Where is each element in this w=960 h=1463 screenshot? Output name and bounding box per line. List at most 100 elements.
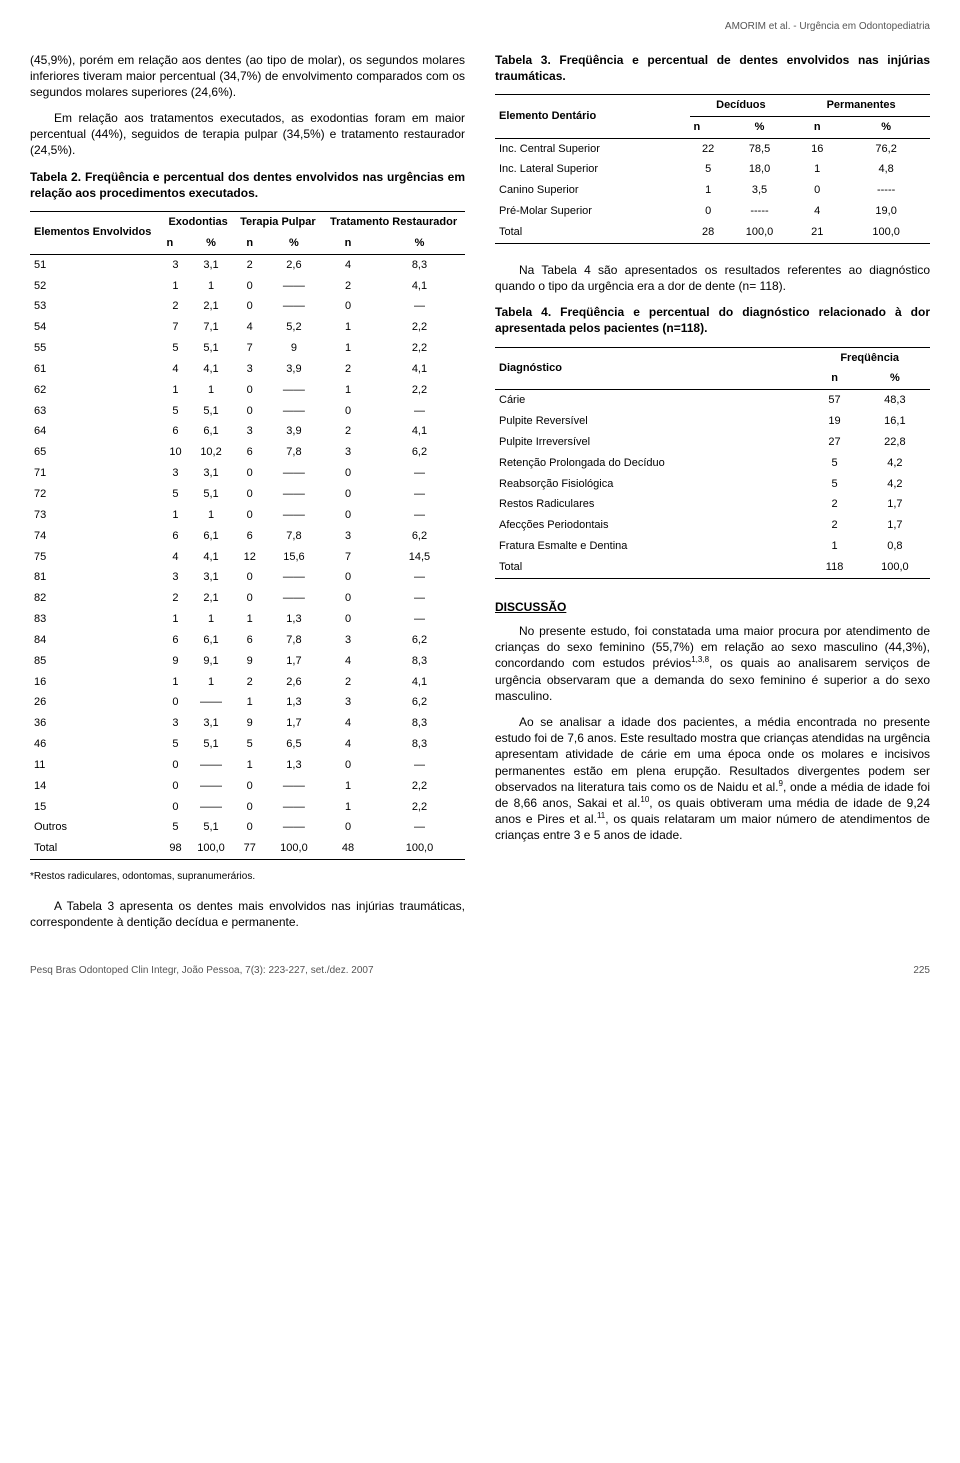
table-cell: 3	[163, 713, 189, 734]
table-cell: Total	[495, 557, 809, 578]
table-cell: 6	[234, 526, 266, 547]
table-row: 651010,267,836,2	[30, 442, 465, 463]
table-cell: 1	[163, 380, 189, 401]
table-cell: Afecções Periodontais	[495, 515, 809, 536]
table-cell: 6,2	[374, 442, 465, 463]
table-cell: 1,7	[266, 713, 322, 734]
table-cell: 14,5	[374, 547, 465, 568]
table-cell: 0	[322, 296, 374, 317]
t3-sub-n: n	[690, 116, 727, 138]
table-cell: 5	[163, 817, 189, 838]
table-cell: 62	[30, 380, 163, 401]
table-cell: 48	[322, 838, 374, 859]
table-cell: 3,9	[266, 421, 322, 442]
table-row: 7544,11215,6714,5	[30, 547, 465, 568]
table-row: 161122,624,1	[30, 672, 465, 693]
table-cell: ——	[266, 505, 322, 526]
table-cell: 19	[809, 411, 859, 432]
table-cell: 4	[163, 359, 189, 380]
table-cell: 83	[30, 609, 163, 630]
table-cell: 9	[234, 651, 266, 672]
table-cell: 8,3	[374, 713, 465, 734]
table-cell: 100,0	[860, 557, 930, 578]
table-cell: 16	[792, 138, 842, 159]
table-cell: 2	[163, 296, 189, 317]
table-cell: 63	[30, 401, 163, 422]
table-row: 62110——12,2	[30, 380, 465, 401]
table-cell: 15	[30, 797, 163, 818]
table-row: 4655,156,548,3	[30, 734, 465, 755]
table-cell: ——	[266, 588, 322, 609]
table-cell: 1	[188, 609, 233, 630]
t4-h2: Freqüência	[809, 347, 930, 368]
table-cell: 8,3	[374, 651, 465, 672]
table-cell: -----	[842, 180, 930, 201]
table-cell: 81	[30, 567, 163, 588]
table-cell: 1,3	[266, 692, 322, 713]
table-cell: Retenção Prolongada do Decíduo	[495, 453, 809, 474]
cite-4: 11	[597, 811, 605, 820]
table-cell: 0	[322, 401, 374, 422]
table-cell: 3,1	[188, 254, 233, 275]
table-cell: 6	[234, 630, 266, 651]
table-cell: 10	[163, 442, 189, 463]
table4: Diagnóstico Freqüência n % Cárie5748,3Pu…	[495, 347, 930, 579]
table-cell: 11	[30, 755, 163, 776]
table-cell: 6,5	[266, 734, 322, 755]
table-cell: 65	[30, 442, 163, 463]
table-cell: 3	[163, 567, 189, 588]
table-cell: 3	[234, 359, 266, 380]
table-cell: Pré-Molar Superior	[495, 201, 690, 222]
table-cell: 1,3	[266, 609, 322, 630]
table-cell: 4,1	[188, 359, 233, 380]
table-cell: 0	[322, 817, 374, 838]
table-cell: 0	[792, 180, 842, 201]
t2-sub-n: n	[322, 233, 374, 254]
table-cell: —	[374, 609, 465, 630]
table-cell: Restos Radiculares	[495, 494, 809, 515]
table-cell: 72	[30, 484, 163, 505]
table-cell: 1	[322, 317, 374, 338]
discussion-title: DISCUSSÃO	[495, 599, 930, 615]
table-cell: 1	[322, 797, 374, 818]
table-cell: 1	[163, 276, 189, 297]
table-cell: 36	[30, 713, 163, 734]
table-cell: 3	[322, 442, 374, 463]
table-cell: 1	[163, 505, 189, 526]
table-cell: ——	[266, 296, 322, 317]
table-cell: 0	[322, 755, 374, 776]
table-cell: 0	[322, 567, 374, 588]
table-cell: 0	[234, 817, 266, 838]
table-row: 831111,30—	[30, 609, 465, 630]
table-cell: 1	[322, 776, 374, 797]
table-cell: 5,1	[188, 734, 233, 755]
table-cell: 4	[322, 713, 374, 734]
table-cell: ——	[266, 380, 322, 401]
table-cell: ——	[266, 797, 322, 818]
table-cell: ——	[188, 776, 233, 797]
table-cell: 9,1	[188, 651, 233, 672]
table-cell: 75	[30, 547, 163, 568]
table-cell: —	[374, 484, 465, 505]
table-cell: 84	[30, 630, 163, 651]
table-cell: 2,1	[188, 588, 233, 609]
table-row: 5322,10——0—	[30, 296, 465, 317]
table-cell: 0	[163, 692, 189, 713]
table-cell: 2,6	[266, 672, 322, 693]
table-cell: 0	[163, 797, 189, 818]
table-row: Pulpite Reversível1916,1	[495, 411, 930, 432]
table-cell: 0	[690, 201, 727, 222]
table-cell: 2,2	[374, 776, 465, 797]
t2-sub-n: n	[234, 233, 266, 254]
table-cell: 2,6	[266, 254, 322, 275]
table-cell: Reabsorção Fisiológica	[495, 474, 809, 495]
table-cell: 6,1	[188, 630, 233, 651]
table-cell: 5	[163, 401, 189, 422]
table-cell: 0	[163, 776, 189, 797]
table-cell: 0	[234, 776, 266, 797]
table-cell: 22,8	[860, 432, 930, 453]
para-1: (45,9%), porém em relação aos dentes (ao…	[30, 52, 465, 101]
table-cell: 78,5	[727, 138, 792, 159]
table-cell: 4,1	[188, 547, 233, 568]
table-row: Outros55,10——0—	[30, 817, 465, 838]
